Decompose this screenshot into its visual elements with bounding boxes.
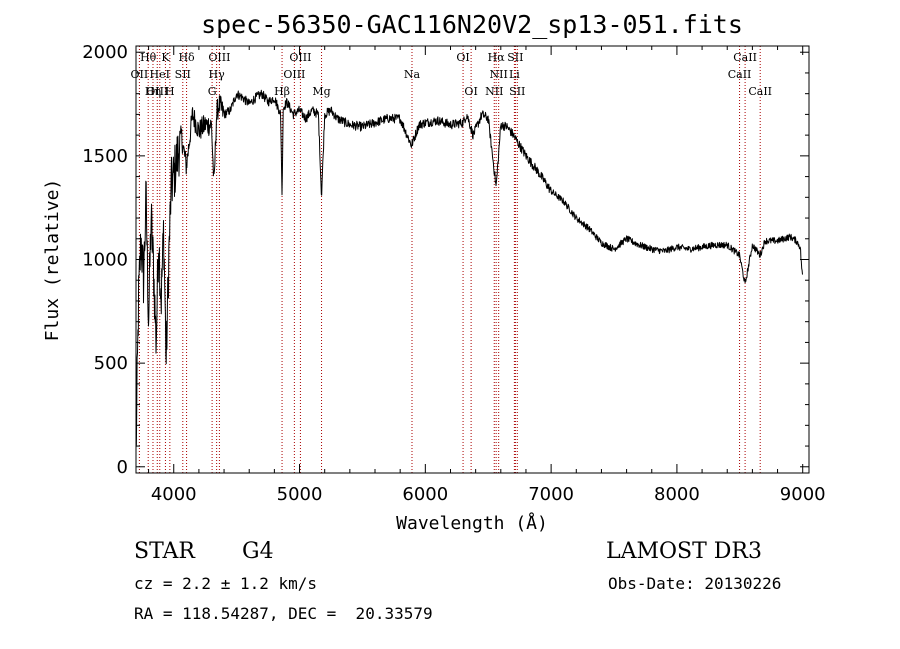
line-markers [138,46,761,473]
line-label-11: OIII [208,51,230,64]
y-tick-label: 2000 [82,42,128,63]
x-tick-label: 9000 [780,484,826,505]
line-label-2: Hη [145,85,161,98]
line-label-22: Li [509,68,520,81]
x-tick-label: 5000 [277,484,323,505]
line-label-3: OIII [146,85,168,98]
x-tick-label: 7000 [528,484,574,505]
redshift-text: cz = 2.2 ± 1.2 km/s [134,574,318,593]
line-label-16: Na [404,68,421,81]
obs-date: Obs-Date: 20130226 [608,574,782,593]
line-label-1: OII [131,68,149,81]
x-axis-ticks: 4000 5000 6000 7000 8000 9000 [148,46,826,505]
line-label-25: CaII [728,68,752,81]
line-label-9: G [208,85,217,98]
line-label-17: OI [456,51,469,64]
coordinates-text: RA = 118.54287, DEC = 20.33579 [134,604,433,623]
x-tick-label: 4000 [151,484,197,505]
line-label-7: SII [175,68,191,81]
line-label-18: OI [464,85,477,98]
line-label-27: CaII [748,85,772,98]
x-tick-label: 6000 [402,484,448,505]
survey-name: LAMOST DR3 [606,539,762,564]
line-label-10: Hγ [209,68,226,81]
line-label-6: H [165,85,175,98]
line-label-5: K [161,51,170,64]
line-labels: HθOIIHηOIIIHeIKHSIIHδGHγOIIIHβOIIIOIIIMg… [131,51,772,98]
x-axis-label: Wavelength (Å) [396,512,548,534]
line-label-0: Hθ [140,51,157,64]
line-label-13: OIII [283,68,305,81]
plot-frame [135,45,810,474]
y-axis-label: Flux (relative) [42,179,63,342]
line-label-15: Mg [312,85,330,98]
line-label-26: CaII [733,51,757,64]
line-label-14: OIII [289,51,311,64]
subclass: G4 [242,539,274,564]
y-tick-label: 500 [94,353,128,374]
spectrum-line [135,89,803,448]
line-label-23: SII [507,51,523,64]
y-axis-ticks: 0 500 1000 1500 2000 [82,42,809,478]
y-tick-label: 1500 [82,146,128,167]
chart-title: spec-56350-GAC116N20V2_sp13-051.fits [201,10,743,39]
object-class: STAR [134,539,195,564]
line-label-21: NII [490,68,508,81]
line-label-8: Hδ [178,51,195,64]
line-label-24: SII [509,85,525,98]
line-label-20: Hα [488,51,506,64]
x-tick-label: 8000 [654,484,700,505]
line-label-19: NII [485,85,503,98]
line-label-4: HeI [150,68,170,81]
y-tick-label: 0 [117,457,128,478]
y-tick-label: 1000 [82,250,128,271]
line-label-12: Hβ [274,85,290,98]
